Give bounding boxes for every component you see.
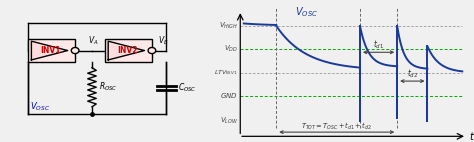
FancyBboxPatch shape xyxy=(105,39,152,62)
Polygon shape xyxy=(31,41,68,60)
Text: INV1: INV1 xyxy=(40,46,61,55)
Text: $t_{d2}$: $t_{d2}$ xyxy=(407,67,418,80)
Text: $V_{OSC}$: $V_{OSC}$ xyxy=(295,5,318,19)
Text: $GND$: $GND$ xyxy=(220,91,238,100)
Text: $V_{OSC}$: $V_{OSC}$ xyxy=(30,100,50,113)
Polygon shape xyxy=(108,41,145,60)
Text: $V_A$: $V_A$ xyxy=(88,34,98,47)
Text: $C_{OSC}$: $C_{OSC}$ xyxy=(178,82,197,94)
Text: INV2: INV2 xyxy=(117,46,137,55)
Circle shape xyxy=(148,47,156,54)
FancyBboxPatch shape xyxy=(28,39,75,62)
Text: $T_{TOT}=T_{OSC}+t_{d1}+t_{d2}$: $T_{TOT}=T_{OSC}+t_{d1}+t_{d2}$ xyxy=(301,120,372,131)
Text: $LTV_{INV1}$: $LTV_{INV1}$ xyxy=(214,68,238,77)
Text: $V_B$: $V_B$ xyxy=(158,34,168,47)
Text: $V_{LOW}$: $V_{LOW}$ xyxy=(219,116,238,126)
Text: $V_{DD}$: $V_{DD}$ xyxy=(224,44,238,54)
Text: $t$: $t$ xyxy=(469,130,474,142)
Text: $R_{OSC}$: $R_{OSC}$ xyxy=(99,81,118,93)
Text: $V_{HIGH}$: $V_{HIGH}$ xyxy=(219,21,238,31)
Text: $t_{d1}$: $t_{d1}$ xyxy=(373,39,384,51)
Circle shape xyxy=(71,47,79,54)
